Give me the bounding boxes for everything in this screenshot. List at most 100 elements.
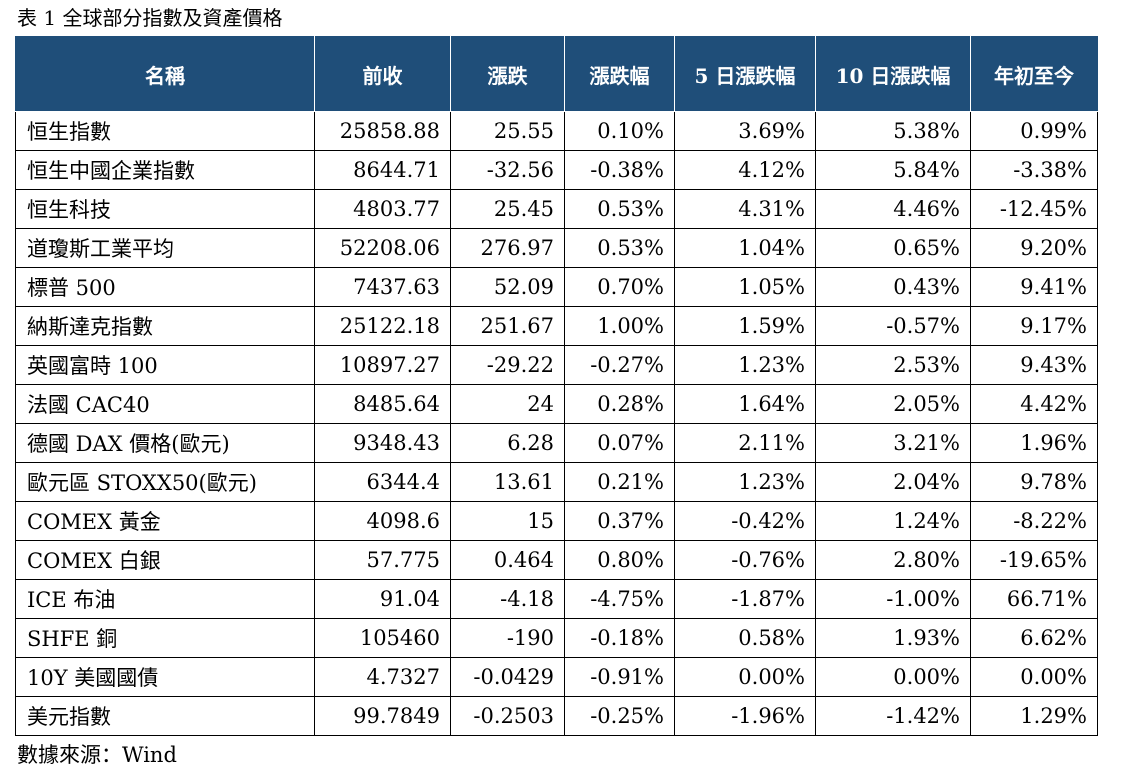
change-5d: 3.69% [674, 111, 816, 151]
asset-name: COMEX 白銀 [15, 540, 315, 580]
change-pct: -0.38% [564, 150, 675, 190]
table-caption: 表 1 全球部分指數及資產價格 [17, 6, 283, 30]
change-10d: 2.05% [815, 384, 971, 424]
change: 276.97 [450, 228, 565, 268]
ytd-change: 66.71% [970, 579, 1098, 619]
asset-name: 納斯達克指數 [15, 306, 315, 346]
asset-name: 恒生科技 [15, 189, 315, 229]
change: -29.22 [450, 345, 565, 385]
prev-close: 7437.63 [314, 267, 451, 307]
header-name: 名稱 [15, 36, 315, 112]
change-5d: 2.11% [674, 423, 816, 463]
prev-close: 99.7849 [314, 696, 451, 736]
table-row: 恒生中國企業指數 8644.71 -32.56 -0.38% 4.12% 5.84% -3.… [15, 150, 1098, 190]
data-source-note: 數據來源：Wind [17, 743, 177, 767]
change-5d: -1.96% [674, 696, 816, 736]
change: 25.55 [450, 111, 565, 151]
change-10d: 4.46% [815, 189, 971, 229]
change-pct: 0.37% [564, 501, 675, 541]
asset-name: 德國 DAX 價格(歐元) [15, 423, 315, 463]
header-5d-change: 5 日漲跌幅 [674, 36, 816, 112]
header-change-pct: 漲跌幅 [564, 36, 675, 112]
asset-name: 法國 CAC40 [15, 384, 315, 424]
asset-name: 英國富時 100 [15, 345, 315, 385]
change: -0.0429 [450, 657, 565, 697]
change: -190 [450, 618, 565, 658]
prev-close: 8485.64 [314, 384, 451, 424]
ytd-change: 9.17% [970, 306, 1098, 346]
ytd-change: 0.00% [970, 657, 1098, 697]
change-10d: 0.00% [815, 657, 971, 697]
table-row: COMEX 白銀 57.775 0.464 0.80% -0.76% 2.80% -19.6… [15, 540, 1098, 580]
header-ytd: 年初至今 [970, 36, 1098, 112]
change-10d: 5.38% [815, 111, 971, 151]
ytd-change: -19.65% [970, 540, 1098, 580]
table-row: 恒生科技 4803.77 25.45 0.53% 4.31% 4.46% -12.45% [15, 189, 1098, 229]
prev-close: 9348.43 [314, 423, 451, 463]
table-row: COMEX 黃金 4098.6 15 0.37% -0.42% 1.24% -8.22% [15, 501, 1098, 541]
asset-name: ICE 布油 [15, 579, 315, 619]
change-5d: 4.12% [674, 150, 816, 190]
ytd-change: 0.99% [970, 111, 1098, 151]
change-pct: 0.10% [564, 111, 675, 151]
change-5d: 1.23% [674, 462, 816, 502]
asset-name: 10Y 美國國債 [15, 657, 315, 697]
asset-name: 歐元區 STOXX50(歐元) [15, 462, 315, 502]
change-5d: 0.58% [674, 618, 816, 658]
header-change: 漲跌 [450, 36, 565, 112]
change: 52.09 [450, 267, 565, 307]
change: 15 [450, 501, 565, 541]
asset-name: 恒生指數 [15, 111, 315, 151]
prev-close: 91.04 [314, 579, 451, 619]
header-row: 名稱 前收 漲跌 漲跌幅 5 日漲跌幅 10 日漲跌幅 年初至今 [15, 36, 1098, 112]
prev-close: 4098.6 [314, 501, 451, 541]
ytd-change: 9.43% [970, 345, 1098, 385]
table-row: 10Y 美國國債 4.7327 -0.0429 -0.91% 0.00% 0.00% 0.0… [15, 657, 1098, 697]
table-row: 歐元區 STOXX50(歐元) 6344.4 13.61 0.21% 1.23% 2.04… [15, 462, 1098, 502]
table-row: ICE 布油 91.04 -4.18 -4.75% -1.87% -1.00% 66.71% [15, 579, 1098, 619]
ytd-change: 4.42% [970, 384, 1098, 424]
table-row: 法國 CAC40 8485.64 24 0.28% 1.64% 2.05% 4.42% [15, 384, 1098, 424]
change-pct: 0.53% [564, 189, 675, 229]
asset-name: 美元指數 [15, 696, 315, 736]
table-body: 恒生指數 25858.88 25.55 0.10% 3.69% 5.38% 0.99% 恒生中… [15, 111, 1098, 736]
change-pct: 0.70% [564, 267, 675, 307]
change: 25.45 [450, 189, 565, 229]
change-5d: 4.31% [674, 189, 816, 229]
prev-close: 6344.4 [314, 462, 451, 502]
ytd-change: -12.45% [970, 189, 1098, 229]
prev-close: 4.7327 [314, 657, 451, 697]
change-10d: 2.80% [815, 540, 971, 580]
change: 13.61 [450, 462, 565, 502]
change: -0.2503 [450, 696, 565, 736]
table-row: 美元指數 99.7849 -0.2503 -0.25% -1.96% -1.42% 1.29… [15, 696, 1098, 736]
table-row: 英國富時 100 10897.27 -29.22 -0.27% 1.23% 2.53% 9.… [15, 345, 1098, 385]
change-pct: 0.21% [564, 462, 675, 502]
ytd-change: 9.78% [970, 462, 1098, 502]
change-10d: 0.65% [815, 228, 971, 268]
asset-name: 道瓊斯工業平均 [15, 228, 315, 268]
change-pct: 0.53% [564, 228, 675, 268]
ytd-change: -8.22% [970, 501, 1098, 541]
change-pct: 1.00% [564, 306, 675, 346]
change: 251.67 [450, 306, 565, 346]
change: 24 [450, 384, 565, 424]
change-10d: 1.93% [815, 618, 971, 658]
prev-close: 10897.27 [314, 345, 451, 385]
table-row: SHFE 銅 105460 -190 -0.18% 0.58% 1.93% 6.62% [15, 618, 1098, 658]
change-5d: 0.00% [674, 657, 816, 697]
change-pct: -0.91% [564, 657, 675, 697]
change-10d: 2.53% [815, 345, 971, 385]
prev-close: 8644.71 [314, 150, 451, 190]
change: -4.18 [450, 579, 565, 619]
header-10d-change: 10 日漲跌幅 [815, 36, 971, 112]
ytd-change: 6.62% [970, 618, 1098, 658]
table-row: 納斯達克指數 25122.18 251.67 1.00% 1.59% -0.57% 9.17… [15, 306, 1098, 346]
ytd-change: 9.20% [970, 228, 1098, 268]
ytd-change: 1.29% [970, 696, 1098, 736]
table-row: 德國 DAX 價格(歐元) 9348.43 6.28 0.07% 2.11% 3.21% 1… [15, 423, 1098, 463]
change: 6.28 [450, 423, 565, 463]
prev-close: 57.775 [314, 540, 451, 580]
change-pct: 0.28% [564, 384, 675, 424]
prev-close: 25858.88 [314, 111, 451, 151]
